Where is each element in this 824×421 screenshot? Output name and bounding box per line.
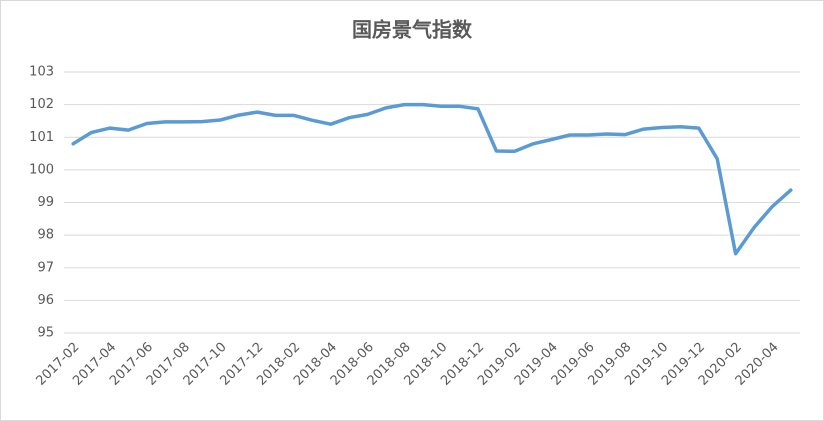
y-tick-label: 100 [29, 162, 54, 177]
y-tick-label: 101 [29, 130, 54, 145]
y-tick-label: 95 [37, 326, 54, 341]
data-line [71, 102, 793, 256]
y-tick-label: 96 [37, 293, 54, 308]
y-tick-label: 98 [37, 228, 54, 243]
y-tick-label: 102 [29, 97, 54, 112]
y-tick-label: 103 [29, 65, 54, 80]
chart-title: 国房景气指数 [352, 18, 473, 42]
y-tick-label: 99 [37, 195, 54, 210]
y-tick-label: 97 [37, 260, 54, 275]
